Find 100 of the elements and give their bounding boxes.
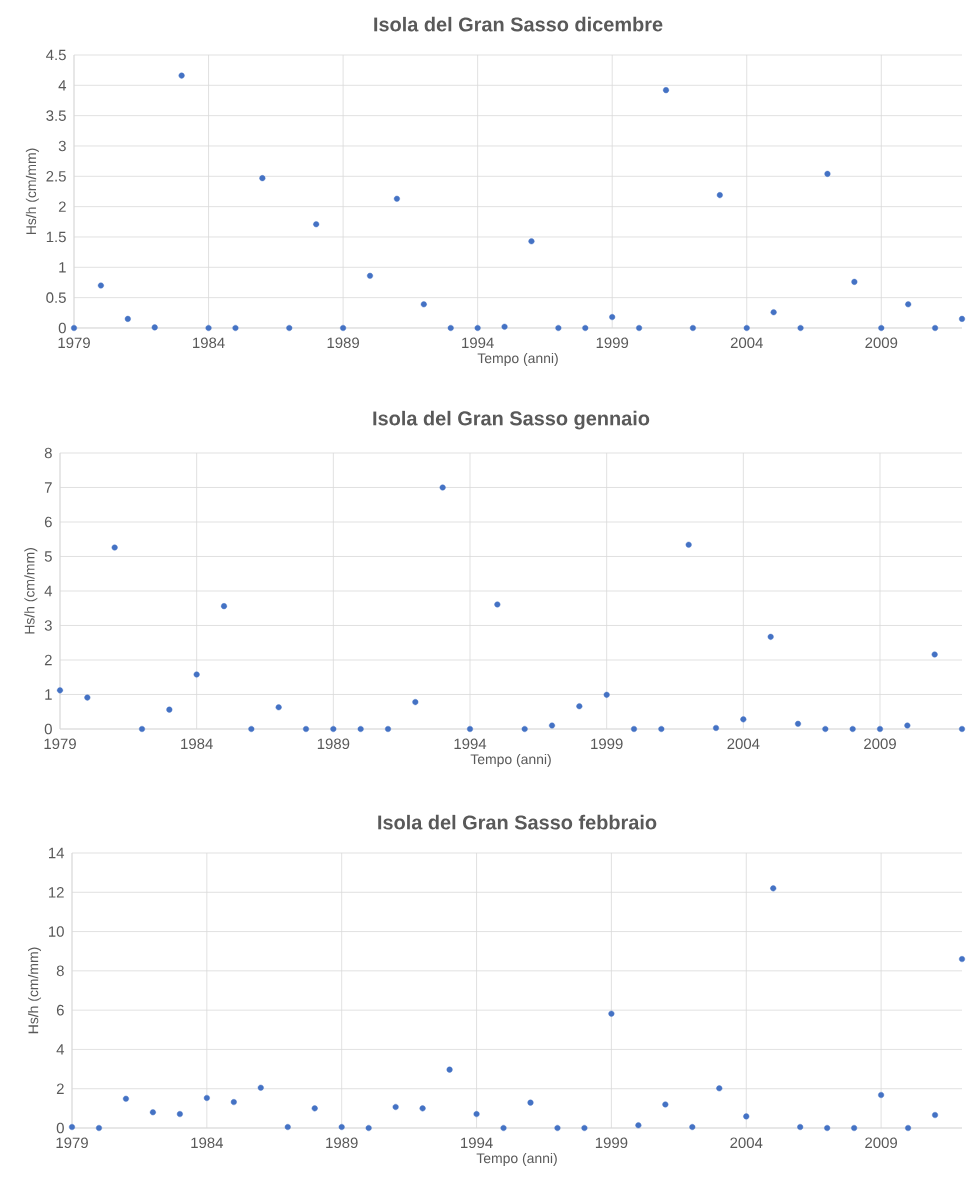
chart-title: Isola del Gran Sasso febbraio <box>378 814 657 830</box>
point <box>95 1125 102 1131</box>
point <box>527 1099 534 1106</box>
point <box>824 170 831 177</box>
point <box>193 671 200 678</box>
x-tick-label: 1989 <box>327 337 359 349</box>
point <box>385 725 391 732</box>
point <box>340 324 347 331</box>
point <box>959 315 966 322</box>
point <box>685 541 692 548</box>
y-tick-label: 6 <box>44 516 52 528</box>
point <box>797 1124 804 1131</box>
point <box>716 1085 723 1092</box>
x-tick-label: 1999 <box>596 337 629 349</box>
point <box>905 1125 912 1131</box>
point <box>248 725 255 732</box>
y-tick-label: 1.5 <box>46 231 66 243</box>
point <box>689 1124 696 1131</box>
point <box>57 687 63 694</box>
y-tick-label: 2.5 <box>46 171 66 182</box>
point <box>203 1094 210 1101</box>
point <box>554 1125 561 1131</box>
point <box>257 1084 264 1091</box>
point <box>662 1101 669 1108</box>
x-tick-label: 1979 <box>58 337 90 349</box>
point <box>608 1010 615 1017</box>
y-tick-label: 8 <box>56 965 64 977</box>
y-tick-label: 6 <box>56 1004 64 1016</box>
point <box>473 1111 480 1118</box>
point <box>767 633 774 640</box>
point <box>230 1099 237 1106</box>
y-tick-label: 1 <box>45 689 52 700</box>
y-tick-label: 0 <box>58 322 66 334</box>
point <box>663 87 669 94</box>
point <box>959 956 966 963</box>
point <box>419 1105 426 1112</box>
y-tick-label: 2 <box>56 1083 64 1094</box>
point <box>743 1113 750 1120</box>
point <box>770 309 777 316</box>
point <box>849 725 856 732</box>
point <box>795 720 802 727</box>
point <box>824 1125 831 1131</box>
y-tick-label: 12 <box>49 887 64 898</box>
point <box>439 484 446 491</box>
point <box>932 1112 939 1119</box>
point <box>609 314 616 321</box>
y-axis-title: Hs/h (cm/mm) <box>25 148 39 235</box>
point <box>139 725 145 732</box>
point <box>71 324 77 331</box>
point <box>959 725 966 732</box>
point <box>494 601 501 608</box>
point <box>111 544 118 551</box>
x-tick-label: 2004 <box>727 738 760 750</box>
point <box>275 704 282 711</box>
point <box>393 195 400 202</box>
point <box>878 1092 885 1098</box>
point <box>412 699 419 706</box>
y-tick-label: 8 <box>44 447 52 459</box>
point <box>178 72 185 79</box>
point <box>166 706 173 713</box>
x-tick-label: 1999 <box>595 1137 628 1149</box>
y-tick-label: 4 <box>44 585 53 597</box>
point <box>221 603 227 610</box>
point <box>467 725 473 732</box>
point <box>338 1124 345 1131</box>
point <box>931 651 938 658</box>
point <box>581 1125 588 1131</box>
point <box>313 221 320 228</box>
y-tick-label: 5 <box>44 551 52 562</box>
point <box>303 725 309 732</box>
y-tick-label: 4.5 <box>46 49 66 61</box>
x-tick-label: 1979 <box>56 1137 88 1149</box>
point <box>603 691 610 698</box>
y-tick-label: 10 <box>49 926 64 937</box>
point <box>576 703 583 710</box>
point <box>232 324 239 331</box>
point <box>878 324 885 331</box>
point <box>658 725 665 732</box>
point <box>84 694 91 701</box>
x-tick-label: 2009 <box>864 738 896 750</box>
point <box>176 1111 183 1118</box>
y-tick-label: 3.5 <box>46 110 66 121</box>
y-axis-title: Hs/h (cm/mm) <box>28 947 42 1034</box>
x-axis-title: Tempo (anni) <box>476 1152 557 1166</box>
y-tick-label: 1 <box>59 262 66 273</box>
point <box>822 725 829 732</box>
x-tick-label: 2009 <box>865 1137 897 1149</box>
point <box>635 1122 642 1129</box>
point <box>716 192 723 199</box>
x-tick-label: 1994 <box>454 738 487 750</box>
point <box>330 725 337 732</box>
point <box>932 324 939 331</box>
y-tick-label: 2 <box>44 654 52 666</box>
x-tick-label: 1994 <box>462 337 494 349</box>
x-tick-label: 2004 <box>730 337 763 349</box>
point <box>367 272 373 279</box>
point <box>636 324 643 331</box>
y-tick-label: 0.5 <box>46 292 66 303</box>
point <box>528 238 535 245</box>
point <box>689 324 696 331</box>
